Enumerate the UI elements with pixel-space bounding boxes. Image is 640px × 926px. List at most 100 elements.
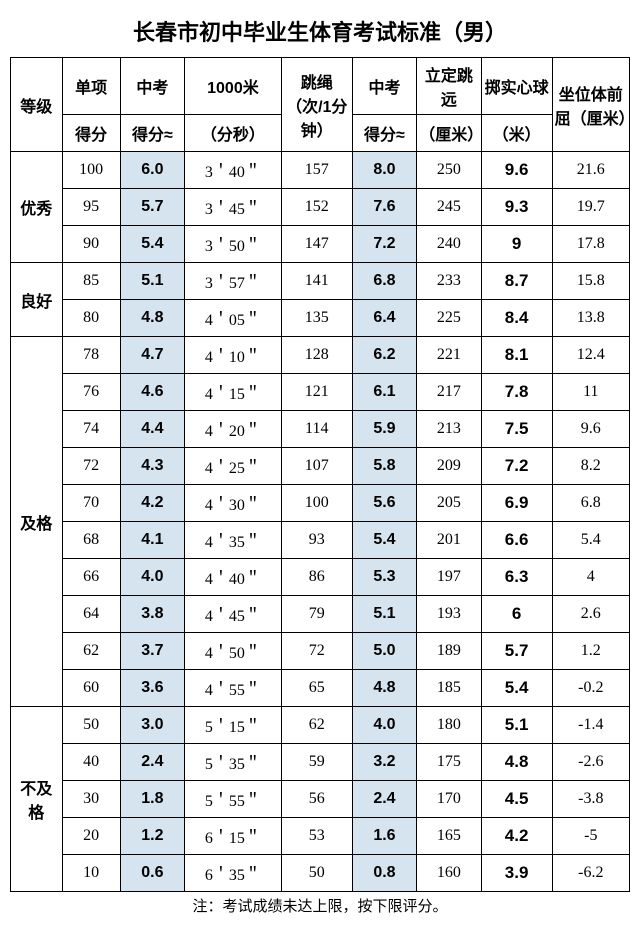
zk2-cell: 6.8 bbox=[352, 263, 416, 300]
zk2-cell: 0.8 bbox=[352, 855, 416, 892]
rope-cell: 59 bbox=[281, 744, 352, 781]
header-score: 得分 bbox=[62, 115, 120, 152]
header-sit: 坐位体前屈（厘米） bbox=[552, 58, 629, 152]
rope-cell: 65 bbox=[281, 670, 352, 707]
zk1-cell: 6.0 bbox=[120, 152, 184, 189]
run-cell: 5＇15＂ bbox=[185, 707, 282, 744]
table-row: 301.85＇55＂562.41704.5-3.8 bbox=[11, 781, 630, 818]
score-cell: 95 bbox=[62, 189, 120, 226]
header-longjump: 立定跳远 bbox=[417, 58, 481, 115]
ball-cell: 9 bbox=[481, 226, 552, 263]
zk2-cell: 6.4 bbox=[352, 300, 416, 337]
sit-cell: 5.4 bbox=[552, 522, 629, 559]
zk1-cell: 4.8 bbox=[120, 300, 184, 337]
sit-cell: -0.2 bbox=[552, 670, 629, 707]
score-cell: 85 bbox=[62, 263, 120, 300]
table-row: 724.34＇25＂1075.82097.28.2 bbox=[11, 448, 630, 485]
ball-cell: 7.8 bbox=[481, 374, 552, 411]
ball-cell: 5.1 bbox=[481, 707, 552, 744]
sit-cell: 2.6 bbox=[552, 596, 629, 633]
score-cell: 30 bbox=[62, 781, 120, 818]
sit-cell: 17.8 bbox=[552, 226, 629, 263]
zk1-cell: 5.4 bbox=[120, 226, 184, 263]
ball-cell: 5.7 bbox=[481, 633, 552, 670]
score-cell: 50 bbox=[62, 707, 120, 744]
longjump-cell: 221 bbox=[417, 337, 481, 374]
sit-cell: 1.2 bbox=[552, 633, 629, 670]
run-cell: 4＇30＂ bbox=[185, 485, 282, 522]
sit-cell: 19.7 bbox=[552, 189, 629, 226]
zk2-cell: 3.2 bbox=[352, 744, 416, 781]
run-cell: 5＇55＂ bbox=[185, 781, 282, 818]
header-1000-unit: （分秒） bbox=[185, 115, 282, 152]
table-row: 764.64＇15＂1216.12177.811 bbox=[11, 374, 630, 411]
run-cell: 4＇20＂ bbox=[185, 411, 282, 448]
grade-cell: 优秀 bbox=[11, 152, 63, 263]
table-body: 优秀1006.03＇40＂1578.02509.621.6955.73＇45＂1… bbox=[11, 152, 630, 892]
header-item: 单项 bbox=[62, 58, 120, 115]
rope-cell: 72 bbox=[281, 633, 352, 670]
longjump-cell: 209 bbox=[417, 448, 481, 485]
sit-cell: -3.8 bbox=[552, 781, 629, 818]
run-cell: 3＇45＂ bbox=[185, 189, 282, 226]
run-cell: 4＇55＂ bbox=[185, 670, 282, 707]
run-cell: 4＇45＂ bbox=[185, 596, 282, 633]
run-cell: 3＇50＂ bbox=[185, 226, 282, 263]
longjump-cell: 193 bbox=[417, 596, 481, 633]
header-rope: 跳绳（次/1分钟） bbox=[281, 58, 352, 152]
rope-cell: 62 bbox=[281, 707, 352, 744]
zk2-cell: 5.9 bbox=[352, 411, 416, 448]
zk1-cell: 3.8 bbox=[120, 596, 184, 633]
sit-cell: 21.6 bbox=[552, 152, 629, 189]
zk1-cell: 3.6 bbox=[120, 670, 184, 707]
rope-cell: 93 bbox=[281, 522, 352, 559]
zk2-cell: 7.6 bbox=[352, 189, 416, 226]
score-cell: 60 bbox=[62, 670, 120, 707]
zk2-cell: 1.6 bbox=[352, 818, 416, 855]
zk1-cell: 5.1 bbox=[120, 263, 184, 300]
rope-cell: 53 bbox=[281, 818, 352, 855]
table-row: 905.43＇50＂1477.2240917.8 bbox=[11, 226, 630, 263]
table-row: 603.64＇55＂654.81855.4-0.2 bbox=[11, 670, 630, 707]
rope-cell: 79 bbox=[281, 596, 352, 633]
table-row: 良好855.13＇57＂1416.82338.715.8 bbox=[11, 263, 630, 300]
table-row: 不及格503.05＇15＂624.01805.1-1.4 bbox=[11, 707, 630, 744]
score-cell: 72 bbox=[62, 448, 120, 485]
sit-cell: -5 bbox=[552, 818, 629, 855]
table-row: 704.24＇30＂1005.62056.96.8 bbox=[11, 485, 630, 522]
table-row: 及格784.74＇10＂1286.22218.112.4 bbox=[11, 337, 630, 374]
rope-cell: 121 bbox=[281, 374, 352, 411]
header-zk1: 中考 bbox=[120, 58, 184, 115]
ball-cell: 8.4 bbox=[481, 300, 552, 337]
zk1-cell: 4.4 bbox=[120, 411, 184, 448]
table-row: 955.73＇45＂1527.62459.319.7 bbox=[11, 189, 630, 226]
run-cell: 4＇10＂ bbox=[185, 337, 282, 374]
run-cell: 4＇35＂ bbox=[185, 522, 282, 559]
run-cell: 4＇05＂ bbox=[185, 300, 282, 337]
table-row: 623.74＇50＂725.01895.71.2 bbox=[11, 633, 630, 670]
ball-cell: 9.6 bbox=[481, 152, 552, 189]
score-cell: 90 bbox=[62, 226, 120, 263]
sit-cell: 4 bbox=[552, 559, 629, 596]
ball-cell: 6.3 bbox=[481, 559, 552, 596]
header-longjump-unit: （厘米） bbox=[417, 115, 481, 152]
zk2-cell: 7.2 bbox=[352, 226, 416, 263]
grade-cell: 良好 bbox=[11, 263, 63, 337]
sit-cell: 11 bbox=[552, 374, 629, 411]
sit-cell: 12.4 bbox=[552, 337, 629, 374]
sit-cell: 6.8 bbox=[552, 485, 629, 522]
score-cell: 20 bbox=[62, 818, 120, 855]
zk2-cell: 8.0 bbox=[352, 152, 416, 189]
header-ball: 掷实心球 bbox=[481, 58, 552, 115]
score-cell: 78 bbox=[62, 337, 120, 374]
rope-cell: 152 bbox=[281, 189, 352, 226]
run-cell: 3＇40＂ bbox=[185, 152, 282, 189]
longjump-cell: 201 bbox=[417, 522, 481, 559]
score-cell: 74 bbox=[62, 411, 120, 448]
sit-cell: 8.2 bbox=[552, 448, 629, 485]
zk1-cell: 3.0 bbox=[120, 707, 184, 744]
longjump-cell: 175 bbox=[417, 744, 481, 781]
longjump-cell: 185 bbox=[417, 670, 481, 707]
zk2-cell: 6.1 bbox=[352, 374, 416, 411]
header-zk2-unit: 得分≈ bbox=[352, 115, 416, 152]
